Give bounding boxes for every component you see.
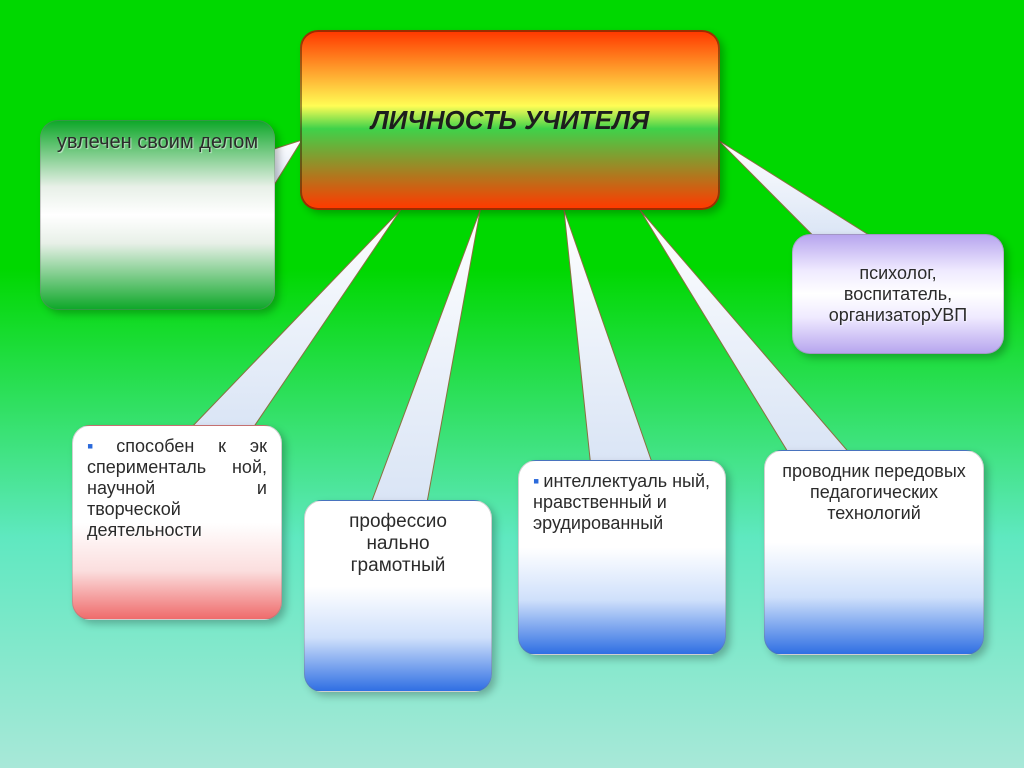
callout-professional: профессио нально грамотный [304, 500, 492, 692]
callout-text: увлечен своим делом [57, 131, 258, 153]
callout-text: проводник передовых педагогических техно… [782, 461, 966, 523]
callout-text: способен к эк сперименталь ной, научной … [87, 436, 267, 540]
callout-pointer [368, 208, 482, 508]
diagram-stage: ЛИЧНОСТЬ УЧИТЕЛЯ увлечен своим делом психо… [0, 0, 1024, 768]
callout-intellectual: ▪интеллектуаль ный, нравственный и эруди… [518, 460, 726, 655]
callout-technologies: проводник передовых педагогических техно… [764, 450, 984, 655]
central-title: ЛИЧНОСТЬ УЧИТЕЛЯ [300, 30, 720, 210]
bullet-icon: ▪ [533, 471, 539, 491]
central-title-text: ЛИЧНОСТЬ УЧИТЕЛЯ [371, 105, 649, 136]
callout-text: интеллектуаль ный, нравственный и эрудир… [533, 471, 710, 533]
callout-pointer [716, 138, 879, 242]
bullet-icon: ▪ [87, 436, 112, 456]
callout-text: профессио нально грамотный [349, 511, 447, 576]
callout-pointer [562, 208, 655, 468]
callout-text: психолог, воспитатель, организаторУВП [829, 263, 968, 325]
callout-experimental: ▪способен к эк сперименталь ной, научной… [72, 425, 282, 620]
callout-roles: психолог, воспитатель, организаторУВП [792, 234, 1004, 354]
callout-passion: увлечен своим делом [40, 120, 275, 310]
